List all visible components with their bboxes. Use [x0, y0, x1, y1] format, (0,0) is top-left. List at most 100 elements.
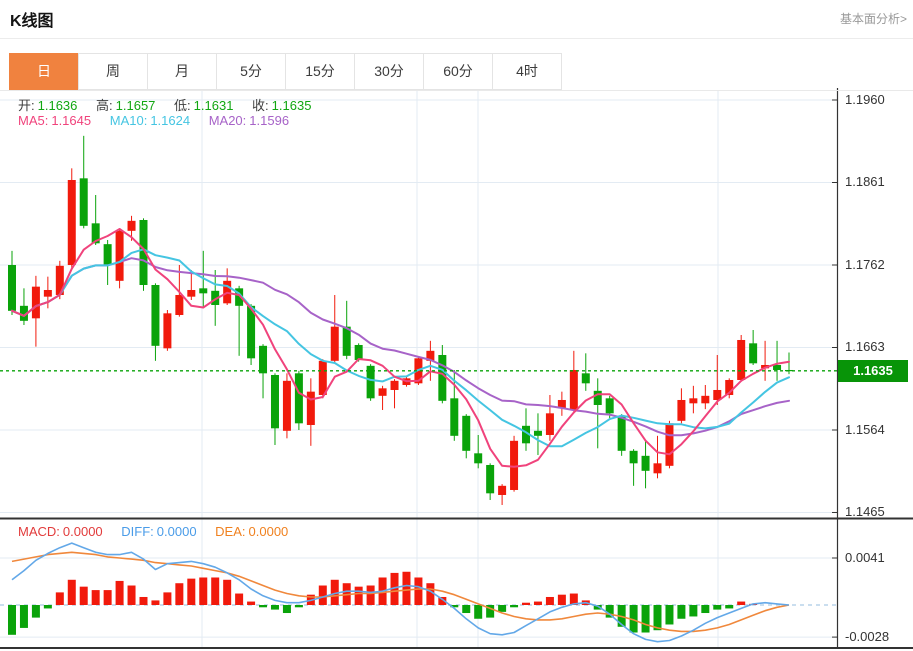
- tab-15min[interactable]: 15分: [285, 53, 355, 90]
- candle-body: [569, 369, 578, 410]
- candle-body: [294, 373, 303, 424]
- macd-bar: [713, 605, 722, 610]
- macd-bar: [175, 583, 184, 605]
- candle-body: [641, 455, 650, 471]
- macd-bar: [103, 590, 112, 605]
- low-label: 低:: [174, 98, 191, 113]
- axis-tick-label: 1.1762: [845, 256, 885, 272]
- ma10-item: MA10: 1.1624: [110, 113, 190, 128]
- candle-body: [749, 343, 758, 364]
- macd-bar: [569, 593, 578, 605]
- macd-bar: [294, 605, 303, 608]
- current-price-tag: 1.1635: [838, 360, 908, 382]
- candle-body: [438, 354, 447, 401]
- dea-label: DEA:: [215, 524, 246, 539]
- ma5-item: MA5: 1.1645: [18, 113, 91, 128]
- tab-30min[interactable]: 30分: [354, 53, 424, 90]
- candle-body: [474, 453, 483, 464]
- candle-body: [617, 415, 626, 451]
- macd-item: MACD: 0.0000: [18, 524, 103, 539]
- macd-value: 0.0000: [62, 524, 103, 539]
- candle-body: [342, 326, 351, 356]
- tab-60min[interactable]: 60分: [423, 53, 493, 90]
- ohlc-legend: 开: 1.1636 高: 1.1657 低: 1.1631 收: 1.1635: [18, 95, 326, 114]
- close-item: 收: 1.1635: [252, 98, 311, 113]
- diff-label: DIFF:: [121, 524, 154, 539]
- fundamental-analysis-link[interactable]: 基本面分析>: [839, 12, 907, 26]
- candle-body: [139, 219, 148, 285]
- macd-bar: [486, 605, 495, 618]
- macd-axis-labels: 0.0041 -0.0028: [845, 0, 913, 651]
- macd-bar: [366, 585, 375, 605]
- candle-body: [713, 389, 722, 400]
- open-item: 开: 1.1636: [18, 98, 77, 113]
- tab-week[interactable]: 周: [78, 53, 148, 90]
- page-title: K线图: [10, 13, 54, 30]
- ma5-value: 1.1645: [51, 113, 92, 128]
- macd-bar: [318, 585, 327, 605]
- candle-body: [498, 485, 507, 495]
- candle-body: [55, 265, 64, 295]
- macd-bar: [163, 592, 172, 605]
- tab-month[interactable]: 月: [147, 53, 217, 90]
- candle-body: [115, 230, 124, 281]
- bottom-border: [0, 647, 913, 649]
- macd-bar: [282, 605, 291, 614]
- candle-body: [462, 415, 471, 451]
- macd-bar: [67, 579, 76, 605]
- ma5-line: [11, 228, 790, 468]
- macd-bar: [665, 605, 674, 625]
- candle-body: [67, 179, 76, 265]
- axis-tick-label: 0.0041: [845, 550, 885, 565]
- axis-tick-label: 1.1960: [845, 92, 885, 107]
- tab-day[interactable]: 日: [9, 53, 79, 90]
- candle-body: [426, 350, 435, 361]
- candle-body: [259, 345, 268, 374]
- candle-body: [605, 398, 614, 414]
- close-label: 收:: [252, 98, 269, 113]
- candle-body: [486, 464, 495, 494]
- header-divider: [0, 38, 913, 39]
- candle-body: [175, 294, 184, 315]
- candle-body: [677, 399, 686, 421]
- candle-body: [557, 399, 566, 409]
- candle-body: [235, 288, 244, 306]
- period-tabbar: 日 周 月 5分 15分 30分 60分 4时: [9, 53, 562, 90]
- candle-body: [127, 220, 136, 231]
- candle-body: [211, 290, 220, 305]
- candle-body: [151, 284, 160, 346]
- macd-bar: [533, 601, 542, 605]
- axis-tick-label: -0.0028: [845, 629, 890, 645]
- axis-frame: [0, 88, 913, 649]
- ma20-line: [11, 257, 790, 437]
- candle-body: [43, 289, 52, 297]
- candle-body: [91, 223, 100, 244]
- macd-bar: [510, 605, 519, 608]
- tab-5min[interactable]: 5分: [216, 53, 286, 90]
- candle-body: [199, 288, 208, 294]
- macd-bar: [43, 605, 52, 609]
- macd-bar: [259, 605, 268, 608]
- tab-4hour[interactable]: 4时: [492, 53, 562, 90]
- candle-body: [19, 305, 28, 321]
- low-value: 1.1631: [193, 98, 234, 113]
- candle-body: [163, 313, 172, 349]
- macd-bar: [557, 594, 566, 605]
- macd-label: MACD:: [18, 524, 60, 539]
- diff-line: [11, 542, 790, 643]
- macd-bar: [115, 580, 124, 605]
- macd-bar: [91, 590, 100, 605]
- macd-bar: [522, 602, 531, 605]
- candle-body: [450, 398, 459, 436]
- candle-body: [725, 379, 734, 395]
- candle-body: [701, 395, 710, 404]
- macd-bar: [19, 605, 28, 628]
- macd-bar: [605, 605, 614, 618]
- close-value: 1.1635: [271, 98, 312, 113]
- ma5-line: [11, 228, 790, 468]
- high-item: 高: 1.1657: [96, 98, 155, 113]
- candle-body: [689, 398, 698, 404]
- ma20-value: 1.1596: [249, 113, 290, 128]
- macd-bar: [139, 596, 148, 605]
